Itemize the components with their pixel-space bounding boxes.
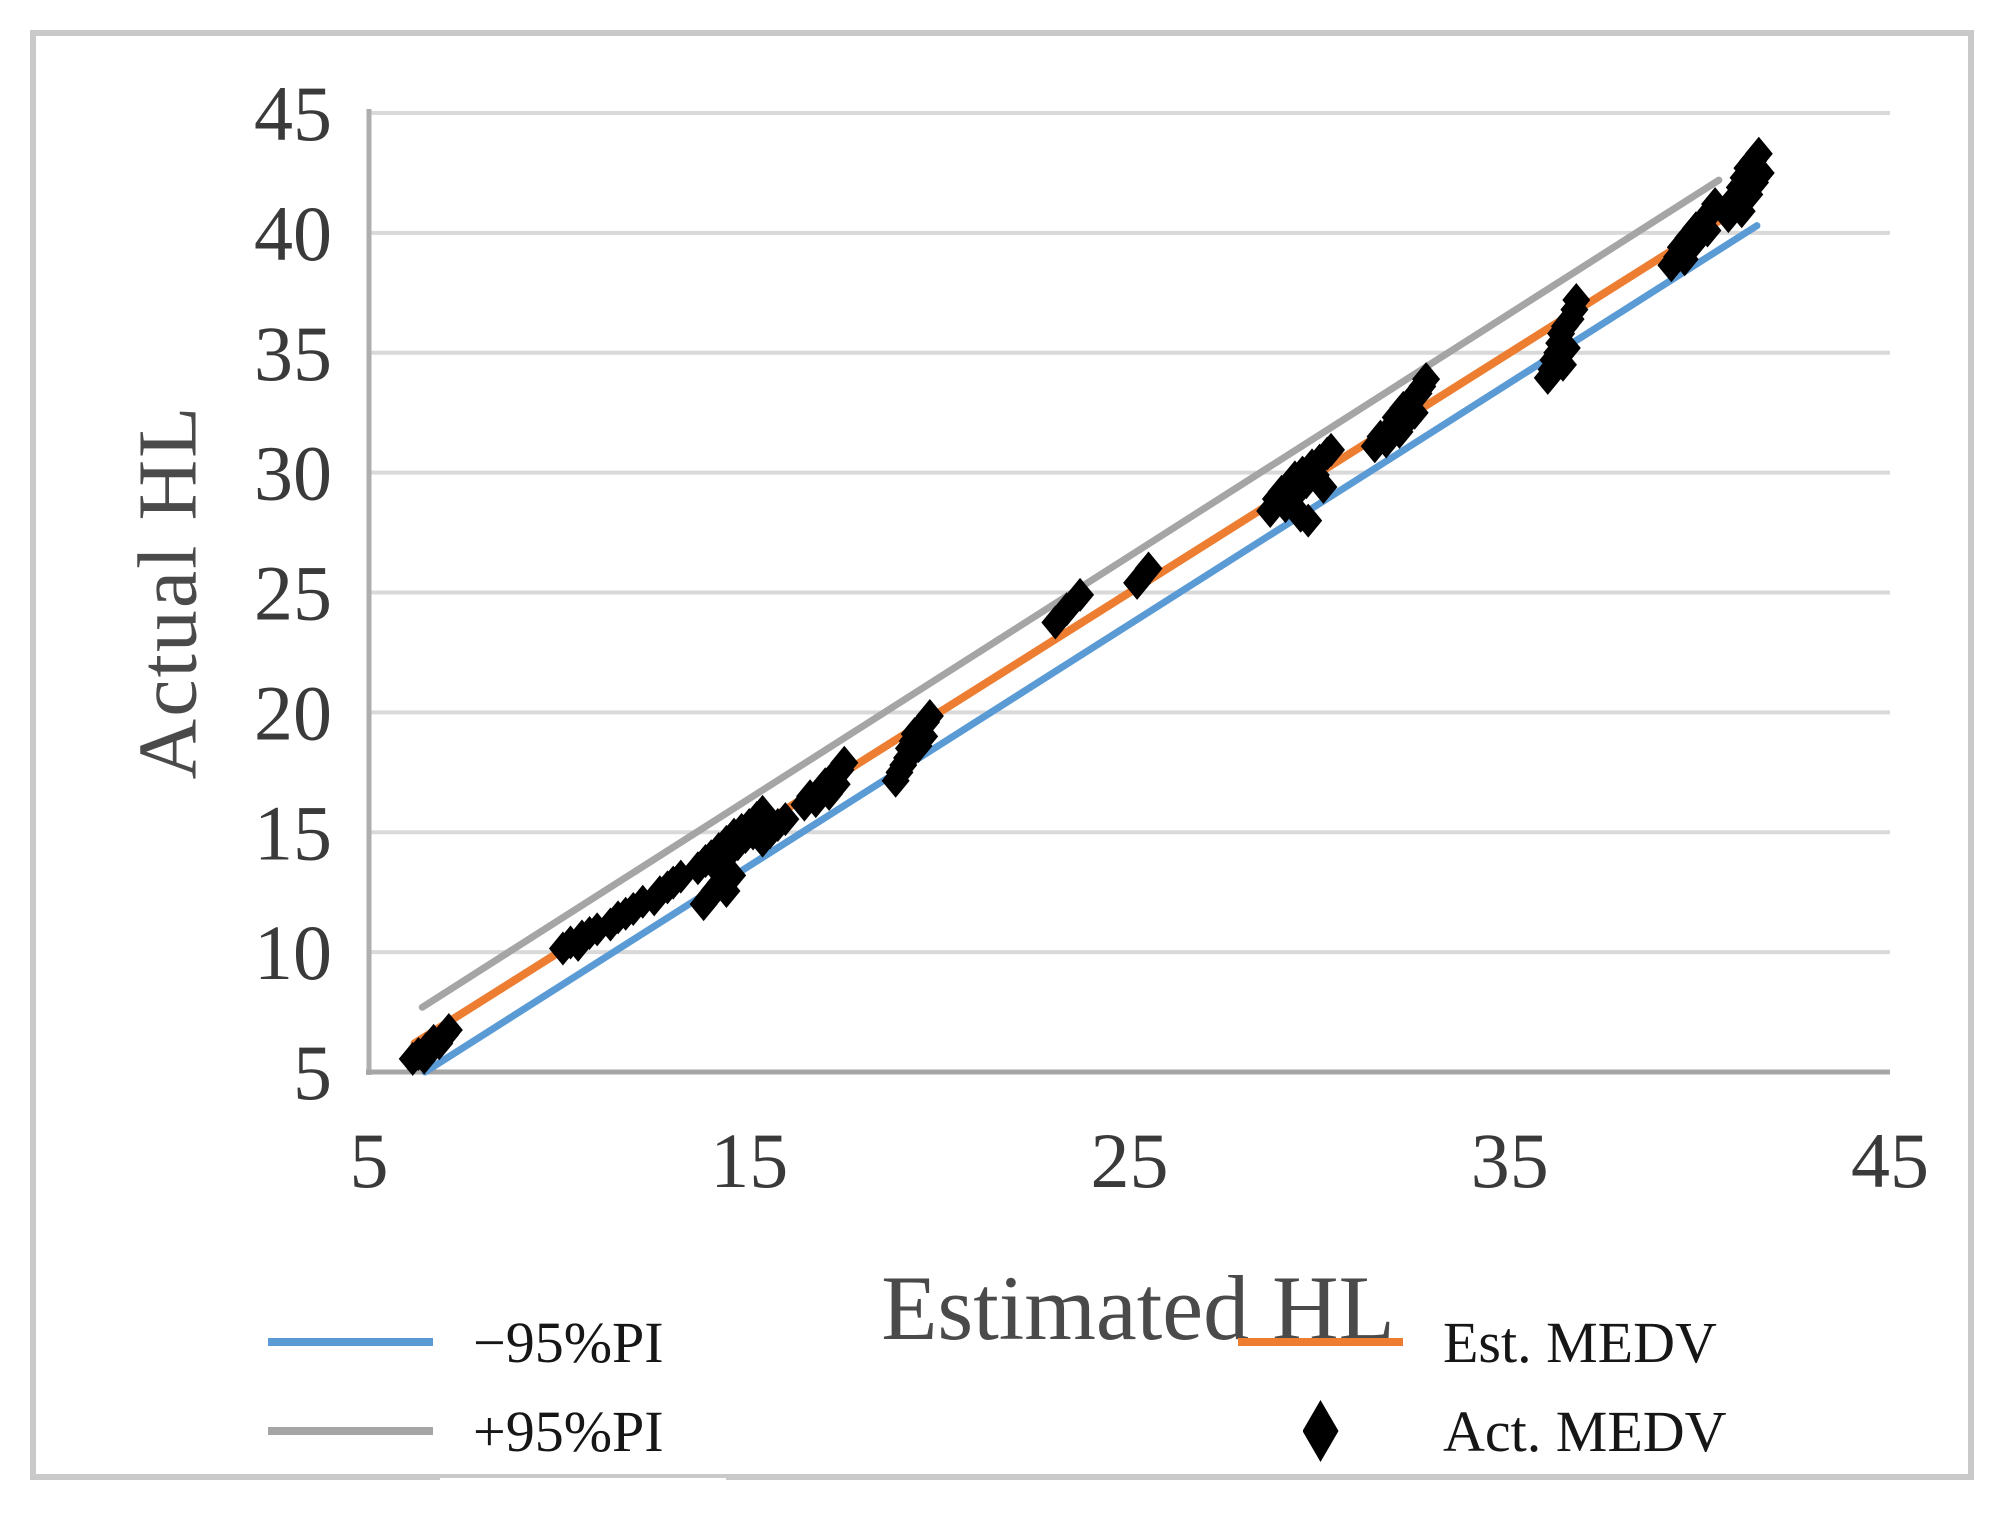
- legend-label: −95%PI: [473, 1309, 664, 1375]
- data-point: [1294, 503, 1323, 538]
- x-tick-label: 15: [710, 1117, 788, 1204]
- y-tick-label: 40: [254, 190, 332, 277]
- data-point: [1066, 577, 1095, 612]
- y-tick-labels: 5 10 15 20 25 30 35 40 45: [254, 70, 332, 1116]
- data-point: [830, 745, 859, 780]
- legend-entry-minus95pi: −95%PI: [268, 1309, 664, 1375]
- data-point: [434, 1013, 463, 1048]
- legend-entry-act-medv: Act. MEDV: [1238, 1398, 1727, 1464]
- data-point: [1412, 362, 1441, 397]
- y-tick-label: 35: [254, 310, 332, 397]
- legend-label: Est. MEDV: [1443, 1309, 1717, 1375]
- data-point: [1134, 551, 1163, 586]
- diamond-marker-icon: [1302, 1400, 1339, 1462]
- x-tick-labels: 5 15 25 35 45: [350, 1117, 1930, 1204]
- x-tick-label: 5: [350, 1117, 389, 1204]
- legend-label: +95%PI: [473, 1398, 664, 1464]
- legend-entry-est-medv: Est. MEDV: [1238, 1309, 1717, 1375]
- data-point: [915, 698, 944, 733]
- gray-line-swatch: [268, 1427, 433, 1435]
- y-tick-label: 30: [254, 430, 332, 517]
- data-point: [1317, 432, 1346, 467]
- y-tick-label: 45: [254, 70, 332, 157]
- x-tick-label: 25: [1091, 1117, 1169, 1204]
- figure-border: [30, 30, 1974, 1480]
- border-gap: [440, 1478, 726, 1492]
- axis-lines: [366, 109, 1890, 1075]
- y-tick-label: 15: [254, 789, 332, 876]
- data-point: [771, 802, 800, 837]
- y-axis-title: Actual HL: [121, 404, 215, 780]
- x-tick-label: 45: [1851, 1117, 1929, 1204]
- line-95pi: [421, 222, 1761, 1076]
- data-point: [1746, 155, 1775, 190]
- data-point: [1309, 470, 1338, 505]
- x-tick-label: 35: [1471, 1117, 1549, 1204]
- y-tick-label: 20: [254, 669, 332, 756]
- gridlines: [369, 111, 1890, 955]
- scatter-points: [398, 136, 1775, 1076]
- series-lines: [410, 176, 1761, 1076]
- y-tick-label: 25: [254, 550, 332, 637]
- legend-entry-plus95pi: +95%PI: [268, 1398, 664, 1464]
- data-point: [1562, 283, 1591, 318]
- orange-line-swatch: [1238, 1338, 1403, 1346]
- y-tick-label: 10: [254, 909, 332, 996]
- data-point: [1552, 330, 1581, 365]
- y-tick-label: 5: [293, 1029, 332, 1116]
- blue-line-swatch: [268, 1338, 433, 1346]
- legend-label: Act. MEDV: [1443, 1398, 1727, 1464]
